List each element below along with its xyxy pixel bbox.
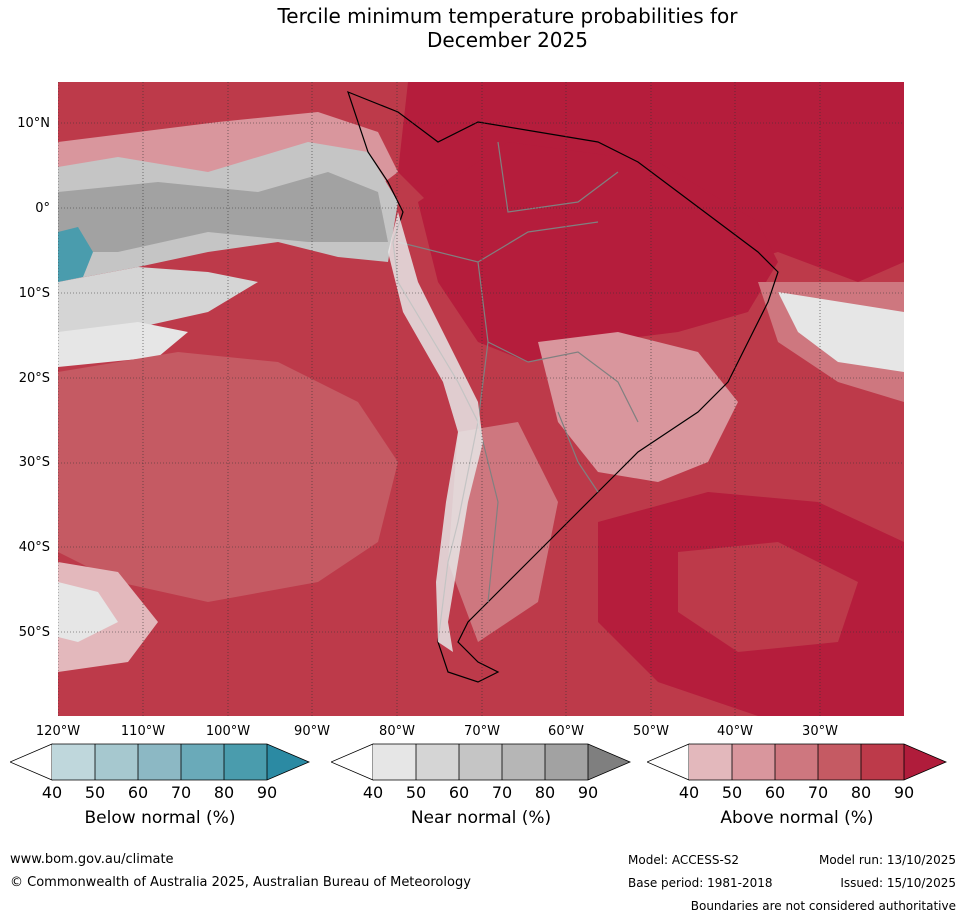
above-normal-colorbar — [647, 743, 947, 781]
brazil-60-region — [538, 332, 738, 482]
lon-label-40w: 40°W — [717, 724, 753, 739]
below-colorbar-segment-1 — [52, 744, 95, 780]
lon-label-100w: 100°W — [205, 724, 251, 739]
country-borders — [397, 141, 639, 603]
below-tick-80: 80 — [213, 783, 235, 802]
below-colorbar-segment-4 — [181, 744, 224, 780]
near-normal-colorbar — [331, 743, 631, 781]
above-colorbar-segment-2 — [732, 744, 775, 780]
south-pacific-grey — [58, 582, 118, 642]
base-period: Base period: 1981-2018 — [628, 876, 773, 890]
below-tick-50: 50 — [84, 783, 106, 802]
below-normal-patch — [58, 227, 93, 282]
website-link[interactable]: www.bom.gov.au/climate — [10, 852, 174, 867]
near-colorbar-segment-2 — [416, 744, 459, 780]
above-tick-70: 70 — [807, 783, 829, 802]
lon-label-90w: 90°W — [294, 724, 330, 739]
above-colorbar-low-arrow — [647, 743, 690, 781]
near-colorbar-high-arrow — [588, 744, 630, 780]
below-tick-90: 90 — [256, 783, 278, 802]
lon-label-120w: 120°W — [35, 724, 81, 739]
copyright-text: © Commonwealth of Australia 2025, Austra… — [10, 875, 471, 890]
near-normal-title: Near normal (%) — [410, 808, 552, 828]
equatorial-grey-core — [58, 172, 388, 252]
above-colorbar-high-arrow — [904, 744, 946, 780]
near-colorbar-low-arrow — [331, 743, 374, 781]
below-colorbar-segment-2 — [95, 744, 138, 780]
lat-label-10s: 10°S — [18, 286, 50, 301]
above-tick-50: 50 — [721, 783, 743, 802]
lat-label-40s: 40°S — [18, 540, 50, 555]
near-tick-40: 40 — [362, 783, 384, 802]
issued-date: Issued: 15/10/2025 — [840, 876, 956, 890]
near-tick-70: 70 — [491, 783, 513, 802]
below-normal-colorbar — [10, 743, 310, 781]
probability-map — [58, 82, 904, 716]
map-gridlines — [58, 82, 904, 716]
above-colorbar-segment-5 — [861, 744, 904, 780]
chart-title: Tercile minimum temperature probabilitie… — [0, 4, 965, 52]
below-colorbar-segment-3 — [138, 744, 181, 780]
title-line-1: Tercile minimum temperature probabilitie… — [277, 4, 738, 28]
lat-label-20s: 20°S — [18, 371, 50, 386]
above-tick-40: 40 — [678, 783, 700, 802]
lon-label-80w: 80°W — [379, 724, 415, 739]
above-colorbar-segment-1 — [689, 744, 732, 780]
argentina-70 — [448, 422, 558, 642]
south-pacific-70 — [58, 352, 398, 602]
lon-label-30w: 30°W — [802, 724, 838, 739]
above-tick-90: 90 — [893, 783, 915, 802]
near-colorbar-segment-1 — [373, 744, 416, 780]
above-normal-title: Above normal (%) — [720, 808, 874, 828]
andes-near-normal-strip — [388, 212, 483, 652]
lon-label-60w: 60°W — [548, 724, 584, 739]
east-atlantic-grey — [778, 292, 904, 372]
equatorial-light-grey — [58, 267, 258, 337]
below-tick-40: 40 — [41, 783, 63, 802]
below-colorbar-segment-5 — [224, 744, 267, 780]
below-colorbar-high-arrow — [267, 744, 309, 780]
amazon-90-region — [418, 142, 778, 362]
below-tick-60: 60 — [127, 783, 149, 802]
lon-label-50w: 50°W — [633, 724, 669, 739]
above-tick-60: 60 — [764, 783, 786, 802]
title-line-2: December 2025 — [427, 28, 588, 52]
lat-label-0: 0° — [35, 201, 50, 216]
model-name: Model: ACCESS-S2 — [628, 853, 740, 867]
near-tick-90: 90 — [577, 783, 599, 802]
near-colorbar-segment-4 — [502, 744, 545, 780]
lat-label-50s: 50°S — [18, 625, 50, 640]
above-colorbar-segment-4 — [818, 744, 861, 780]
above-colorbar-segment-3 — [775, 744, 818, 780]
lat-label-10n: 10°N — [17, 116, 50, 131]
below-tick-70: 70 — [170, 783, 192, 802]
above-tick-80: 80 — [850, 783, 872, 802]
south-atlantic-80 — [678, 542, 858, 652]
model-run: Model run: 13/10/2025 — [818, 853, 956, 867]
near-tick-50: 50 — [405, 783, 427, 802]
lat-label-30s: 30°S — [18, 455, 50, 470]
near-colorbar-segment-3 — [459, 744, 502, 780]
boundary-disclaimer: Boundaries are not considered authoritat… — [690, 899, 956, 913]
near-colorbar-segment-5 — [545, 744, 588, 780]
near-tick-80: 80 — [534, 783, 556, 802]
lon-label-70w: 70°W — [464, 724, 500, 739]
near-tick-60: 60 — [448, 783, 470, 802]
below-normal-title: Below normal (%) — [84, 808, 236, 828]
lon-label-110w: 110°W — [120, 724, 166, 739]
below-colorbar-low-arrow — [10, 743, 53, 781]
